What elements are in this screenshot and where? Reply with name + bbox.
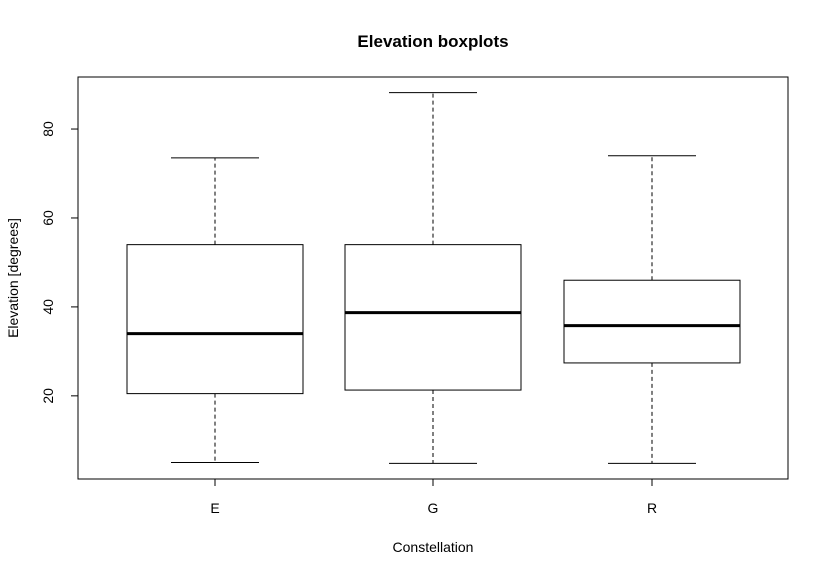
iqr-box-G xyxy=(344,244,522,391)
box-G xyxy=(344,92,522,464)
y-tick-label-20: 20 xyxy=(40,388,56,404)
iqr-box-R xyxy=(563,279,741,364)
boxplot-series xyxy=(126,92,741,464)
iqr-box-E xyxy=(126,244,304,395)
box-R xyxy=(563,155,741,464)
y-tick-label-80: 80 xyxy=(40,121,56,137)
chart-title: Elevation boxplots xyxy=(357,32,508,51)
y-axis-label: Elevation [degrees] xyxy=(5,218,21,338)
x-tick-label-R: R xyxy=(647,500,657,516)
x-axis-label: Constellation xyxy=(393,539,474,555)
y-axis: 20 40 60 80 xyxy=(40,121,79,404)
y-tick-label-40: 40 xyxy=(40,299,56,315)
box-E xyxy=(126,157,304,464)
y-tick-label-60: 60 xyxy=(40,210,56,226)
x-tick-label-G: G xyxy=(428,500,439,516)
x-tick-label-E: E xyxy=(210,500,219,516)
